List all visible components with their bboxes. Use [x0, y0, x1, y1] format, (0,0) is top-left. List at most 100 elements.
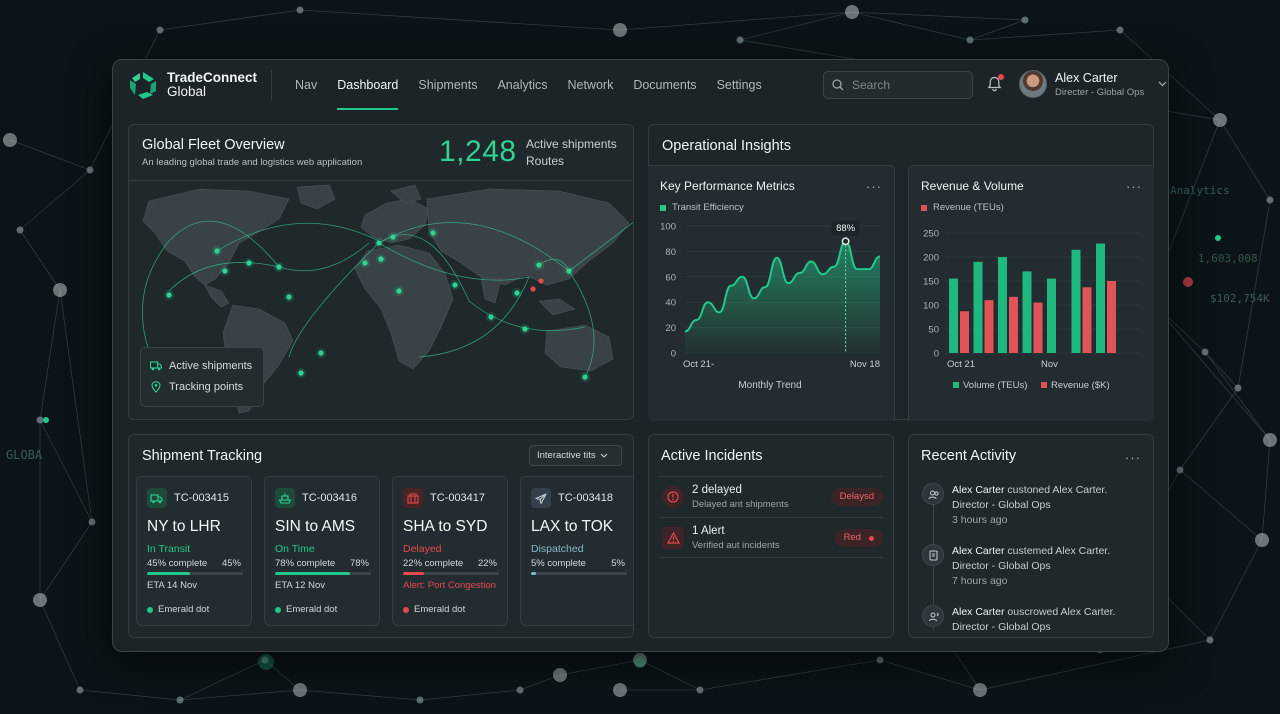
bell-icon	[987, 76, 1002, 92]
shipment-progress-label: 78% complete	[275, 558, 336, 569]
incident-row[interactable]: 2 delayed Delayed ant shipments Delaysd	[659, 476, 883, 517]
network-edge	[19, 169, 91, 231]
progress-fill	[531, 572, 536, 575]
shipment-tracking-panel: Shipment Tracking Interactive tits TC-00…	[128, 434, 634, 638]
revenue-bar	[1009, 296, 1018, 353]
activity-action: custemed Alex Carter.	[1004, 545, 1111, 557]
warning-icon	[662, 527, 684, 549]
nav-item-shipments[interactable]: Shipments	[418, 78, 478, 92]
revenue-legend: Revenue (TEUs)	[921, 202, 1004, 213]
network-node	[261, 656, 269, 664]
brand[interactable]: TradeConnect Global	[127, 70, 257, 100]
notifications-button[interactable]	[987, 74, 1004, 97]
shipment-marker: Emerald dot	[147, 604, 209, 615]
truck-icon	[147, 488, 167, 508]
tracking-point	[536, 262, 542, 268]
shipment-marker: Emerald dot	[275, 604, 337, 615]
network-edge	[1179, 387, 1239, 471]
nav-item-network[interactable]: Network	[567, 78, 614, 92]
network-node	[1176, 466, 1184, 474]
shipment-card[interactable]: TC-003417 SHA to SYD Delayed 22% complete 22…	[392, 476, 508, 626]
progress-bar	[403, 572, 499, 575]
shipment-progress-value: 22%	[477, 558, 497, 569]
tracking-point	[514, 290, 520, 296]
legend-volume: Volume (TEUs)	[963, 380, 1027, 391]
tracking-filter-dropdown[interactable]: Interactive tits	[529, 445, 622, 466]
network-node	[16, 226, 24, 234]
top-bar: TradeConnect Global Nav Dashboard Shipment…	[113, 60, 1168, 110]
shipment-card[interactable]: TC-003415 NY to LHR In Transit 45% complete…	[136, 476, 252, 626]
container-icon	[403, 488, 423, 508]
bg-label-globa: GLOBA	[6, 448, 43, 462]
network-node	[966, 36, 974, 44]
network-edge	[1119, 29, 1221, 121]
search-box[interactable]	[823, 71, 973, 99]
revenue-bar-chart[interactable]: 0 50 100 150 200 250 Oct 21 Nov Volume (TEUs) Rev…	[909, 216, 1155, 416]
shipment-card[interactable]: TC-003418 LAX to TOK Dispatched 5% complete…	[520, 476, 633, 626]
network-edge	[39, 599, 81, 691]
network-edge	[19, 229, 61, 291]
insights-title: Operational Insights	[662, 138, 791, 154]
revenue-bar	[960, 311, 969, 353]
route-arc	[568, 270, 595, 378]
network-node	[1021, 16, 1029, 24]
y-tick-label: 0	[671, 349, 676, 360]
volume-bar	[1096, 243, 1105, 353]
network-node	[1263, 433, 1277, 447]
activity-menu-button[interactable]: ···	[1125, 450, 1141, 465]
x-tick-label: Oct 21	[947, 359, 975, 370]
nav-item-settings[interactable]: Settings	[716, 78, 762, 92]
revenue-bar	[1107, 281, 1116, 353]
activity-actor: Alex Carter	[952, 484, 1005, 496]
activity-role: Director - Global Ops	[952, 620, 1051, 633]
network-edge	[1204, 351, 1271, 441]
kpi-legend: Transit Efficiency	[660, 202, 744, 213]
y-tick-label: 20	[665, 323, 676, 334]
tracking-point	[582, 374, 588, 380]
land-mass	[360, 198, 430, 244]
kpi-area-chart[interactable]: 0 20 40 60 80 100 88% Oct 21- Nov 18 Monthly Tren…	[648, 216, 894, 416]
network-edge	[179, 689, 301, 701]
network-edge	[979, 639, 1211, 691]
nav-item-analytics[interactable]: Analytics	[497, 78, 548, 92]
shipment-card[interactable]: TC-003416 SIN to AMS On Time 78% complete 78…	[264, 476, 380, 626]
nav-item-dashboard[interactable]: Dashboard	[327, 60, 408, 110]
user-menu[interactable]: Alex Carter Directer - Global Ops	[1019, 70, 1167, 98]
y-tick-label: 0	[934, 349, 939, 360]
incident-title: 2 delayed	[692, 484, 742, 496]
network-node	[1234, 384, 1242, 392]
incident-badge[interactable]: Delaysd	[830, 488, 883, 506]
volume-bar	[1071, 249, 1081, 353]
x-tick-label: Oct 21-	[683, 359, 714, 370]
nav-item-nav[interactable]: Nav	[295, 78, 318, 92]
shipment-marker: Emerald dot	[403, 604, 465, 615]
revenue-menu-button[interactable]: ···	[1126, 179, 1142, 194]
plane-icon	[531, 488, 551, 508]
user-switch-icon	[922, 605, 944, 627]
incident-badge[interactable]: Red	[834, 529, 883, 547]
activity-title: Recent Activity	[921, 448, 1017, 464]
kpi-menu-button[interactable]: ···	[866, 179, 882, 194]
network-node-alert	[1183, 277, 1193, 287]
unread-dot	[998, 74, 1004, 80]
network-node	[53, 283, 67, 297]
network-node	[296, 6, 304, 14]
incident-row[interactable]: 1 Alert Verified aut incidents Red	[659, 517, 883, 558]
network-node	[86, 166, 94, 174]
activity-actor: Alex Carter	[952, 606, 1005, 618]
land-mass	[296, 184, 336, 210]
shipment-status: Delayed	[403, 543, 442, 555]
network-edge	[1179, 469, 1263, 541]
search-input[interactable]	[852, 78, 962, 92]
nav-item-documents[interactable]: Documents	[633, 78, 697, 92]
network-node-accent	[43, 417, 49, 423]
tracking-point	[318, 350, 324, 356]
network-node	[156, 26, 164, 34]
legend-revenue: Revenue ($K)	[1051, 380, 1110, 391]
activity-time: 3 hours ago	[952, 514, 1008, 526]
network-node	[736, 36, 744, 44]
network-edge	[969, 29, 1121, 41]
network-node-accent	[1215, 235, 1221, 241]
network-node	[613, 23, 627, 37]
shipment-route: LAX to TOK	[531, 518, 614, 535]
